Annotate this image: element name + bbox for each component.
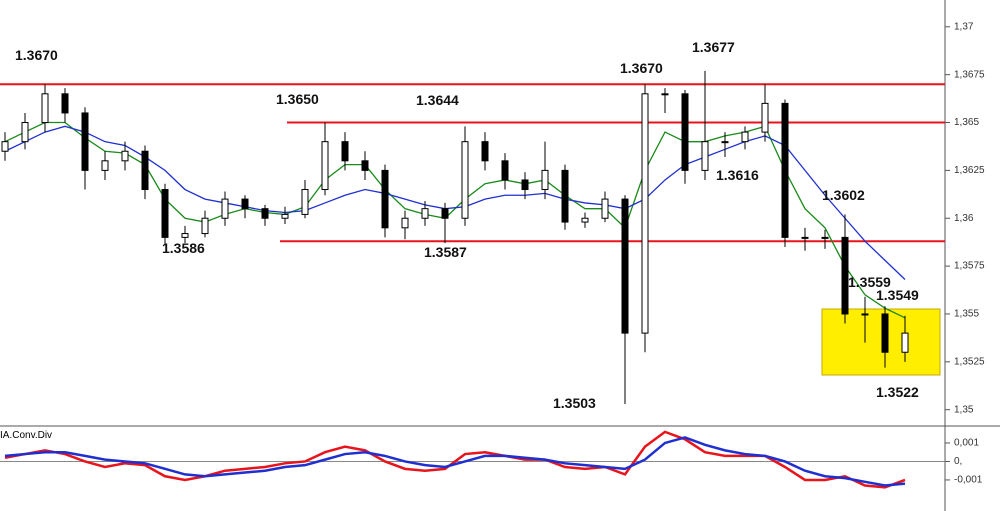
candle-body xyxy=(101,160,109,171)
candle-body xyxy=(841,236,849,315)
annotation: 1.3587 xyxy=(424,244,467,260)
annotation: 1.3522 xyxy=(876,384,919,400)
candle-body xyxy=(561,169,569,223)
y-tick-label: 1,35 xyxy=(954,404,974,415)
candle-body xyxy=(861,313,869,316)
annotation: 1.3616 xyxy=(716,167,759,183)
candle-body xyxy=(1,141,9,152)
candle-body xyxy=(41,93,49,124)
y-tick-label: 1,365 xyxy=(954,117,979,128)
y-tick-label: 1,355 xyxy=(954,309,979,320)
candle-body xyxy=(141,150,149,191)
annotation: 1.3586 xyxy=(162,240,205,256)
y-tick-label: 0, xyxy=(954,456,962,467)
indicator-title: IA.Conv.Div xyxy=(0,430,52,441)
candle-body xyxy=(601,198,609,219)
candle-body xyxy=(501,160,509,181)
candle-body xyxy=(541,169,549,191)
candle-body xyxy=(801,236,809,239)
y-tick-label: 1,37 xyxy=(954,21,974,32)
candle-body xyxy=(341,141,349,162)
candle-body xyxy=(881,313,889,353)
candle-body xyxy=(21,122,29,143)
candle-body xyxy=(721,141,729,144)
candle-body xyxy=(61,93,69,114)
candle-body xyxy=(301,189,309,215)
candle-body xyxy=(681,93,689,171)
candle-body xyxy=(361,160,369,171)
candle-body xyxy=(281,213,289,219)
candle-body xyxy=(901,332,909,353)
candle-body xyxy=(401,217,409,229)
candle-body xyxy=(441,208,449,219)
candle-body xyxy=(201,217,209,235)
candle-body xyxy=(701,141,709,171)
annotation: 1.3559 xyxy=(848,274,891,290)
candle-body xyxy=(161,189,169,238)
candle-body xyxy=(781,102,789,238)
annotation: 1.3644 xyxy=(416,92,459,108)
highlight-box xyxy=(821,308,941,376)
candle-body xyxy=(181,233,189,238)
y-tick-label: 1,36 xyxy=(954,213,974,224)
annotation: 1.3677 xyxy=(692,39,735,55)
candle-body xyxy=(581,217,589,223)
y-tick-label: 1,3625 xyxy=(954,165,985,176)
annotation: 1.3503 xyxy=(553,395,596,411)
y-tick-label: 1,3675 xyxy=(954,69,985,80)
candle-body xyxy=(81,112,89,171)
candle-body xyxy=(241,198,249,210)
candle-body xyxy=(621,198,629,334)
y-tick-label: -0,001 xyxy=(954,475,983,486)
candle-body xyxy=(821,236,829,239)
line-series xyxy=(4,125,906,280)
annotation: 1.3549 xyxy=(876,287,919,303)
y-tick-label: 1,3575 xyxy=(954,261,985,272)
candle-body xyxy=(641,93,649,334)
y-tick-label: 0,001 xyxy=(954,438,979,449)
candle-body xyxy=(461,141,469,219)
candle-body xyxy=(661,93,669,96)
candle-body xyxy=(221,198,229,219)
candle-body xyxy=(381,169,389,229)
candle-body xyxy=(741,131,749,143)
annotation: 1.3670 xyxy=(15,47,58,63)
candle-body xyxy=(321,141,329,191)
line-series xyxy=(4,436,906,487)
y-tick-label: 1,3525 xyxy=(954,356,985,367)
candle-body xyxy=(521,179,529,191)
line-series xyxy=(4,121,906,319)
annotation: 1.3602 xyxy=(822,187,865,203)
annotation: 1.3670 xyxy=(620,60,663,76)
candle-body xyxy=(421,208,429,219)
candle-body xyxy=(121,150,129,162)
annotation: 1.3650 xyxy=(276,91,319,107)
candle-body xyxy=(261,208,269,219)
candle-body xyxy=(761,102,769,133)
candle-body xyxy=(481,141,489,162)
